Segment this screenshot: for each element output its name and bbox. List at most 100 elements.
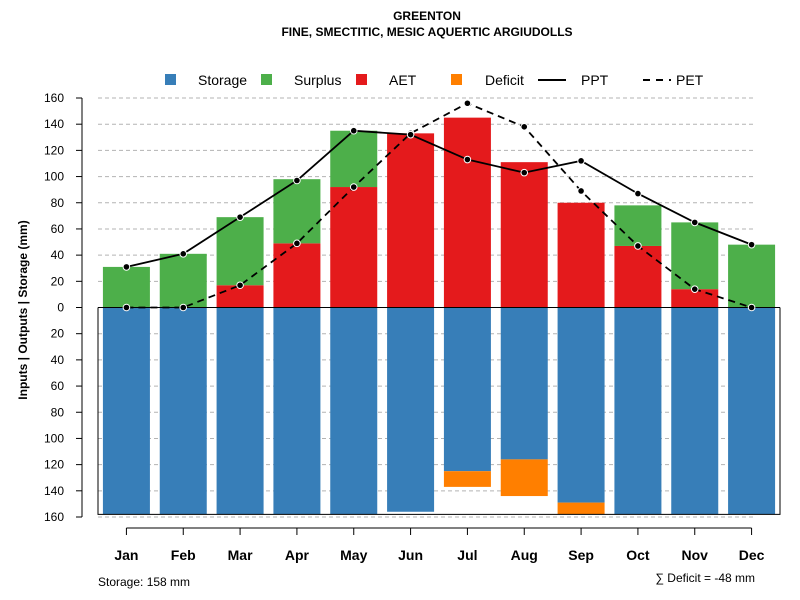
y-tick-label: 120: [44, 143, 64, 157]
legend-swatch-storage: [165, 74, 176, 85]
aet-bar: [614, 245, 662, 308]
ppt-point: [406, 130, 415, 139]
pet-point: [690, 285, 699, 293]
pet-point: [236, 281, 244, 290]
aet-bar: [443, 117, 491, 308]
legend: Storage Surplus AET Deficit PPT PET: [165, 72, 704, 88]
pet-point: [577, 187, 585, 195]
storage-note: Storage: 158 mm: [98, 575, 190, 589]
surplus-bar: [671, 222, 719, 290]
y-tick-label: 20: [51, 274, 65, 288]
x-tick-label: Oct: [626, 547, 650, 563]
ppt-point: [236, 213, 244, 221]
deficit-note: ∑ Deficit = -48 mm: [655, 571, 755, 585]
storage-bar: [102, 307, 150, 515]
aet-bar: [330, 187, 378, 308]
x-tick-label: Jun: [398, 547, 423, 563]
pet-point: [463, 99, 472, 108]
y-axis-label: Inputs | Outputs | Storage (mm): [16, 220, 30, 399]
chart-title: GREENTON: [393, 9, 461, 23]
y-tick-label: 160: [44, 91, 64, 105]
y-tick-label: 40: [51, 353, 65, 367]
x-tick-label: Mar: [228, 547, 253, 563]
legend-swatch-deficit: [451, 74, 462, 85]
legend-swatch-aet: [356, 74, 367, 85]
legend-label-deficit: Deficit: [485, 72, 524, 88]
bars: [97, 117, 781, 515]
ppt-point: [349, 126, 358, 135]
legend-swatch-surplus: [261, 74, 272, 85]
deficit-bar: [500, 459, 548, 497]
y-tick-label: 60: [51, 222, 65, 236]
legend-label-pet: PET: [676, 72, 704, 88]
pet-point: [293, 239, 301, 248]
pet-point: [349, 183, 358, 191]
y-tick-label: 80: [51, 196, 65, 210]
storage-bar: [159, 307, 207, 515]
x-tick-label: Nov: [682, 547, 709, 563]
pet-point: [520, 123, 529, 131]
storage-bar: [671, 307, 719, 515]
storage-bar: [330, 307, 378, 515]
y-tick-label: 120: [44, 458, 64, 472]
surplus-bar: [728, 244, 776, 308]
surplus-bar: [159, 253, 207, 308]
ppt-point: [293, 176, 301, 185]
pet-point: [634, 242, 642, 250]
ppt-point: [577, 157, 585, 165]
x-tick-label: Dec: [739, 547, 765, 563]
pet-point: [747, 303, 756, 312]
x-tick-label: Sep: [568, 547, 594, 563]
aet-bar: [216, 285, 264, 308]
surplus-bar: [614, 205, 662, 246]
storage-bar: [500, 307, 548, 460]
x-tick-label: Aug: [511, 547, 538, 563]
aet-bar: [500, 162, 548, 308]
x-tick-label: Apr: [285, 547, 310, 563]
y-tick-label: 160: [44, 510, 64, 524]
ppt-point: [634, 189, 642, 198]
ppt-point: [747, 240, 756, 249]
pet-line: [126, 102, 752, 309]
y-tick-label: 60: [51, 379, 65, 393]
aet-bar: [387, 133, 435, 308]
chart-subtitle: FINE, SMECTITIC, MESIC AQUERTIC ARGIUDOL…: [281, 25, 572, 39]
ppt-point: [520, 168, 529, 177]
y-axis: 160 140 120 100 80 60 40 20 0 20 40 60 80 100 120 140 16…: [44, 91, 83, 524]
ppt-point: [463, 155, 472, 164]
storage-bar: [557, 307, 605, 503]
y-tick-label: 140: [44, 117, 64, 131]
surplus-bar: [330, 130, 378, 188]
y-tick-label: 40: [51, 248, 65, 262]
legend-label-surplus: Surplus: [294, 72, 341, 88]
storage-bar: [728, 307, 776, 515]
storage-bar: [273, 307, 321, 515]
pet-point: [179, 303, 188, 312]
ppt-point: [179, 250, 188, 258]
aet-bar: [273, 243, 321, 308]
y-tick-label: 140: [44, 484, 64, 498]
ppt-point: [690, 218, 699, 227]
aet-bar: [557, 202, 605, 308]
ppt-line: [126, 129, 752, 268]
surplus-bar: [102, 266, 150, 308]
y-tick-label: 100: [44, 431, 64, 445]
x-tick-label: Feb: [171, 547, 196, 563]
x-tick-label: Jul: [457, 547, 477, 563]
x-tick-label: May: [340, 547, 367, 563]
ppt-point: [122, 263, 131, 271]
lines: [122, 99, 756, 312]
x-tick-label: Jan: [114, 547, 138, 563]
pet-point: [122, 303, 131, 312]
y-tick-label: 100: [44, 170, 64, 184]
storage-bar: [216, 307, 264, 515]
storage-bar: [387, 307, 435, 512]
legend-label-ppt: PPT: [581, 72, 609, 88]
deficit-bar: [557, 502, 605, 515]
deficit-bar: [443, 471, 491, 487]
legend-label-aet: AET: [389, 72, 417, 88]
storage-capacity-frame: [97, 307, 781, 515]
y-tick-label: 80: [51, 405, 65, 419]
surplus-bar: [273, 179, 321, 244]
